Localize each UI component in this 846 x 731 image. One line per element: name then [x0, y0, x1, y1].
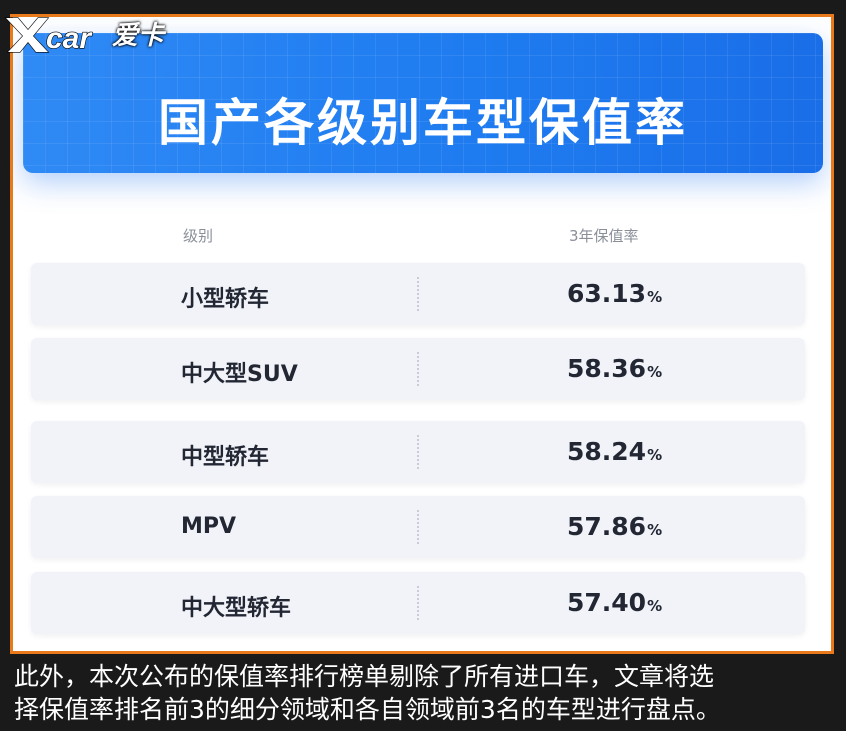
row-level-name: 中型轿车: [181, 445, 270, 470]
banner-grid-pattern: [23, 33, 823, 173]
row-divider: [417, 277, 419, 311]
row-rate-value: 57.40%: [567, 588, 663, 617]
row-rate-value: 63.13%: [567, 279, 663, 308]
table-row: 中大型SUV 58.36%: [31, 338, 805, 400]
row-divider: [417, 510, 419, 544]
row-level-name: 中大型轿车: [181, 596, 292, 621]
xcar-logo: car 爱卡: [2, 8, 164, 58]
row-divider: [417, 352, 419, 386]
xcar-logo-icon: car: [4, 17, 94, 56]
article-caption: 此外，本次公布的保值率排行榜单剔除了所有进口车，文章将选 择保值率排名前3的细分…: [14, 660, 844, 726]
row-level-name: MPV: [181, 514, 237, 539]
column-header-rate: 3年保值率: [569, 227, 639, 245]
svg-text:car: car: [46, 22, 93, 55]
row-level-name: 中大型SUV: [181, 362, 298, 387]
row-rate-value: 57.86%: [567, 512, 663, 541]
caption-line: 此外，本次公布的保值率排行榜单剔除了所有进口车，文章将选: [14, 662, 715, 691]
column-header-level: 级别: [183, 227, 214, 245]
table-row: 中型轿车 58.24%: [31, 421, 805, 483]
row-divider: [417, 586, 419, 620]
page-title: 国产各级别车型保值率: [158, 94, 688, 152]
table-row: MPV 57.86%: [31, 496, 805, 558]
row-divider: [417, 435, 419, 469]
infographic-card: 国产各级别车型保值率 级别 3年保值率 小型轿车 63.13% 中大型SUV 5…: [10, 14, 834, 654]
table-row: 小型轿车 63.13%: [31, 263, 805, 325]
row-level-name: 小型轿车: [181, 287, 270, 312]
table-row: 中大型轿车 57.40%: [31, 572, 805, 634]
logo-brand-text: 爱卡: [112, 20, 165, 51]
row-rate-value: 58.36%: [567, 354, 663, 383]
caption-line: 择保值率排名前3的细分领域和各自领域前3名的车型进行盘点。: [14, 695, 721, 724]
row-rate-value: 58.24%: [567, 437, 663, 466]
title-banner: 国产各级别车型保值率: [23, 33, 823, 173]
